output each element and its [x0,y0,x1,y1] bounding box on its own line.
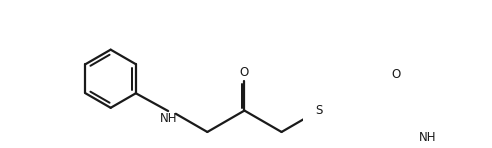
Text: O: O [240,66,249,79]
Text: O: O [391,68,400,81]
Text: S: S [315,104,322,117]
Text: NH: NH [159,112,177,125]
Text: NH: NH [419,131,437,144]
